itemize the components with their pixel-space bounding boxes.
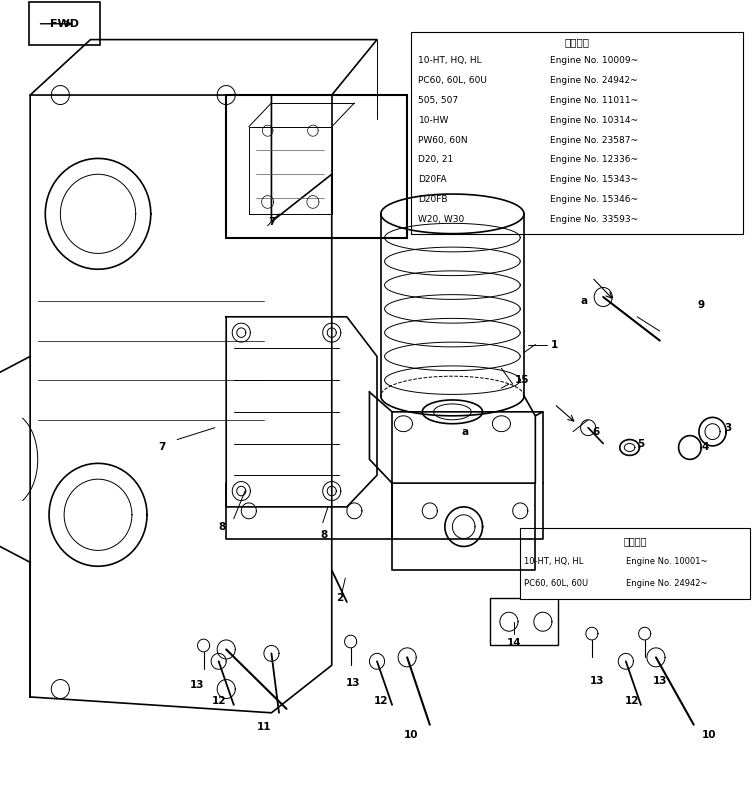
Bar	[520, 528, 750, 599]
Text: 6: 6	[592, 427, 599, 436]
Text: Engine No. 10001~: Engine No. 10001~	[626, 557, 707, 566]
Text: 12: 12	[211, 696, 226, 706]
Text: 9: 9	[697, 300, 705, 310]
Text: a: a	[461, 427, 469, 436]
Text: Engine No. 10009~: Engine No. 10009~	[550, 56, 639, 66]
Text: PW60, 60N: PW60, 60N	[418, 135, 468, 144]
Text: 10: 10	[701, 730, 716, 740]
Text: 13: 13	[590, 676, 605, 686]
Text: Engine No. 24942~: Engine No. 24942~	[626, 579, 707, 588]
Text: FWD: FWD	[50, 19, 78, 29]
FancyBboxPatch shape	[29, 2, 100, 45]
Text: W20, W30: W20, W30	[418, 215, 464, 223]
Text: PC60, 60L, 60U: PC60, 60L, 60U	[418, 76, 487, 86]
Text: 8: 8	[219, 522, 226, 531]
Text: 10-HT, HQ, HL: 10-HT, HQ, HL	[524, 557, 584, 566]
Text: 14: 14	[507, 638, 522, 648]
Text: 5: 5	[637, 439, 645, 448]
Text: Engine No. 33593~: Engine No. 33593~	[550, 215, 639, 223]
Text: 10: 10	[403, 730, 418, 740]
Text: D20, 21: D20, 21	[418, 155, 454, 165]
Text: Engine No. 10314~: Engine No. 10314~	[550, 116, 639, 125]
Text: 3: 3	[724, 423, 731, 432]
Text: 15: 15	[514, 375, 529, 385]
Text: 7: 7	[268, 217, 275, 227]
Text: 7: 7	[158, 443, 166, 452]
Text: Engine No. 15346~: Engine No. 15346~	[550, 195, 639, 204]
Bar	[490, 598, 558, 645]
Text: 1: 1	[550, 340, 558, 349]
Text: Engine No. 12336~: Engine No. 12336~	[550, 155, 639, 165]
Text: 適用号码: 適用号码	[564, 37, 590, 48]
Text: 2: 2	[336, 593, 343, 603]
Text: Engine No. 24942~: Engine No. 24942~	[550, 76, 638, 86]
Text: a: a	[581, 296, 588, 306]
Text: 13: 13	[190, 680, 205, 690]
Text: Engine No. 23587~: Engine No. 23587~	[550, 135, 639, 144]
Text: D20FB: D20FB	[418, 195, 448, 204]
Text: 4: 4	[701, 443, 709, 452]
Text: D20FA: D20FA	[418, 175, 447, 185]
Bar	[226, 95, 407, 238]
Text: Engine No. 15343~: Engine No. 15343~	[550, 175, 639, 185]
Text: 13: 13	[652, 676, 667, 686]
Text: 13: 13	[345, 678, 360, 687]
Text: 適用号码: 適用号码	[624, 536, 647, 546]
Bar	[411, 32, 743, 234]
Text: 505, 507: 505, 507	[418, 96, 458, 105]
Text: 10-HW: 10-HW	[418, 116, 449, 125]
Text: PC60, 60L, 60U: PC60, 60L, 60U	[524, 579, 588, 588]
Text: Engine No. 11011~: Engine No. 11011~	[550, 96, 639, 105]
Text: 10-HT, HQ, HL: 10-HT, HQ, HL	[418, 56, 482, 66]
Text: 12: 12	[624, 696, 639, 706]
Text: 11: 11	[256, 722, 271, 732]
Text: 8: 8	[320, 530, 328, 539]
Text: 12: 12	[373, 696, 388, 706]
